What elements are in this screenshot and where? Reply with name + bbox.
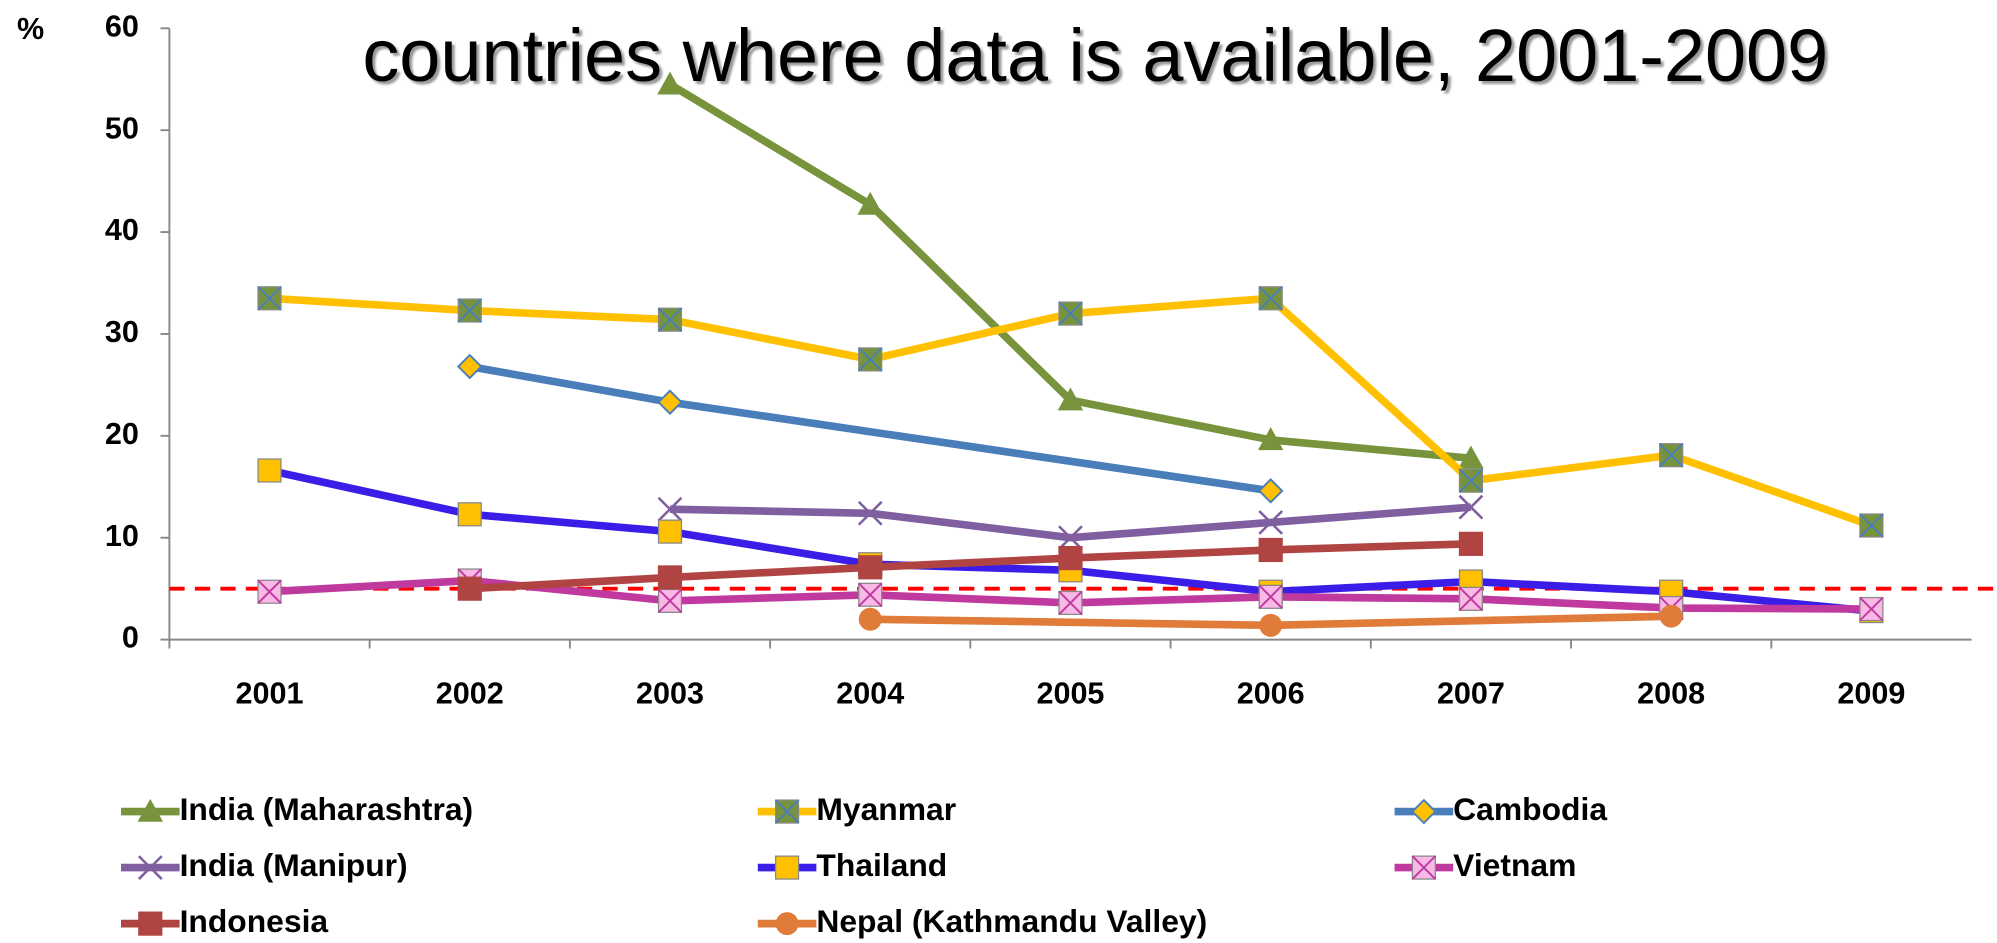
marker-cross <box>1859 596 1884 622</box>
marker <box>257 458 282 483</box>
legend-label: Thailand <box>816 847 947 883</box>
marker-cross <box>1458 586 1484 611</box>
y-tick-label: 20 <box>105 417 139 451</box>
chart-title: countries where data is available, 2001-… <box>362 14 1828 97</box>
marker <box>137 798 164 822</box>
x-tick-label: 2001 <box>236 677 304 711</box>
x-tick-label: 2003 <box>636 677 704 711</box>
marker-cross <box>257 579 282 604</box>
marker-cross <box>1058 590 1083 616</box>
marker <box>1259 613 1283 637</box>
series <box>257 286 1884 538</box>
legend-label: Myanmar <box>816 791 956 827</box>
marker-cross <box>858 347 883 372</box>
marker <box>1057 387 1084 411</box>
marker-cross <box>1258 584 1283 609</box>
series-line <box>469 540 1472 593</box>
series <box>657 494 1484 551</box>
marker <box>1258 537 1283 563</box>
series <box>457 531 1484 601</box>
series <box>657 71 1484 469</box>
series-line <box>469 362 1272 495</box>
marker <box>1659 604 1683 628</box>
marker <box>138 911 163 936</box>
marker <box>657 519 683 544</box>
legend-label: India (Maharashtra) <box>180 791 474 827</box>
series-line <box>269 294 1873 530</box>
marker <box>774 855 800 880</box>
x-tick-label: 2005 <box>1036 677 1104 711</box>
marker-cross <box>774 799 800 824</box>
marker <box>1411 798 1437 825</box>
marker <box>1257 478 1284 504</box>
marker-cross <box>1058 301 1083 326</box>
marker <box>457 502 482 527</box>
y-tick-label: 0 <box>122 621 139 655</box>
y-tick-label: 60 <box>105 9 139 43</box>
marker <box>1458 531 1484 556</box>
marker-cross <box>1258 286 1283 311</box>
marker <box>1058 546 1083 571</box>
y-tick-label: 50 <box>105 111 139 145</box>
marker-cross <box>1859 513 1884 538</box>
legend-label: Cambodia <box>1453 791 1607 827</box>
x-tick-label: 2002 <box>436 677 504 711</box>
x-tick-label: 2008 <box>1637 677 1705 711</box>
series <box>456 353 1284 504</box>
marker <box>657 71 683 95</box>
legend-label: India (Manipur) <box>180 847 408 883</box>
marker-cross <box>457 298 482 323</box>
marker <box>457 576 482 601</box>
legend-label: Nepal (Kathmandu Valley) <box>816 903 1207 939</box>
marker <box>657 389 683 416</box>
x-tick-label: 2009 <box>1837 677 1905 711</box>
marker <box>858 607 882 631</box>
marker-cross <box>1411 855 1437 880</box>
marker <box>456 353 483 380</box>
y-tick-label: 40 <box>105 213 139 247</box>
marker <box>857 500 883 526</box>
marker <box>858 555 883 580</box>
marker-cross <box>657 588 683 614</box>
marker <box>1257 427 1284 451</box>
y-tick-label: 30 <box>105 315 139 349</box>
marker-cross <box>657 307 683 332</box>
marker <box>137 855 163 880</box>
series <box>858 604 1683 637</box>
series-line <box>669 503 1472 542</box>
y-axis-label: % <box>17 12 44 46</box>
x-tick-label: 2004 <box>836 677 904 711</box>
legend-label: Indonesia <box>180 903 329 939</box>
marker <box>1458 445 1484 469</box>
marker-cross <box>1659 443 1684 468</box>
legend-label: Vietnam <box>1453 847 1576 883</box>
marker-cross <box>257 286 282 311</box>
marker-cross <box>858 582 883 607</box>
marker <box>657 565 683 590</box>
marker <box>1058 525 1083 551</box>
marker <box>1258 510 1284 535</box>
marker-cross <box>1458 468 1484 493</box>
marker <box>775 912 799 936</box>
marker <box>657 496 683 522</box>
marker <box>1458 494 1484 520</box>
y-tick-label: 10 <box>105 519 139 553</box>
x-tick-label: 2006 <box>1237 677 1305 711</box>
x-tick-label: 2007 <box>1437 677 1505 711</box>
marker <box>857 191 883 215</box>
